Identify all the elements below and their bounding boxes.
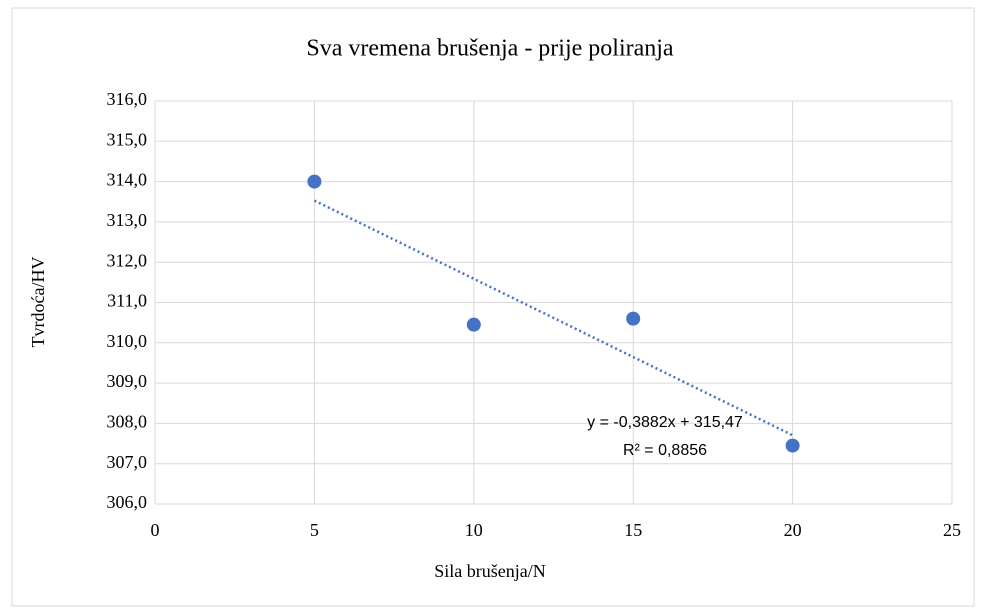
chart-border xyxy=(11,7,975,607)
y-tick-label: 312,0 xyxy=(107,250,148,270)
trendline xyxy=(313,199,794,437)
point xyxy=(785,438,800,453)
y-tick-label: 311,0 xyxy=(107,291,147,311)
y-tick-label: 309,0 xyxy=(107,371,148,391)
x-tick-label: 15 xyxy=(624,520,642,540)
trendline-r2: R² = 0,8856 xyxy=(623,442,707,459)
y-tick-label: 308,0 xyxy=(107,412,148,432)
point xyxy=(626,311,641,326)
point xyxy=(307,174,322,189)
y-axis-label: Tvrdoća/HV xyxy=(28,257,48,348)
y-tick-label: 307,0 xyxy=(107,452,148,472)
y-tick-label: 313,0 xyxy=(107,210,148,230)
y-tick-label: 314,0 xyxy=(107,170,148,190)
x-tick-label: 20 xyxy=(784,520,802,540)
point xyxy=(466,317,481,332)
x-tick-label: 5 xyxy=(310,520,319,540)
x-axis-label: Sila brušenja/N xyxy=(434,561,545,581)
y-tick-label: 316,0 xyxy=(107,89,148,109)
trendline-equation: y = -0,3882x + 315,47 xyxy=(587,414,743,431)
y-tick-label: 315,0 xyxy=(107,129,148,149)
y-tick-label: 310,0 xyxy=(107,331,148,351)
y-tick-label: 306,0 xyxy=(107,492,148,512)
x-tick-label: 0 xyxy=(151,520,160,540)
x-tick-label: 10 xyxy=(465,520,483,540)
chart-title: Sva vremena brušenja - prije poliranja xyxy=(306,36,674,62)
x-tick-label: 25 xyxy=(943,520,961,540)
